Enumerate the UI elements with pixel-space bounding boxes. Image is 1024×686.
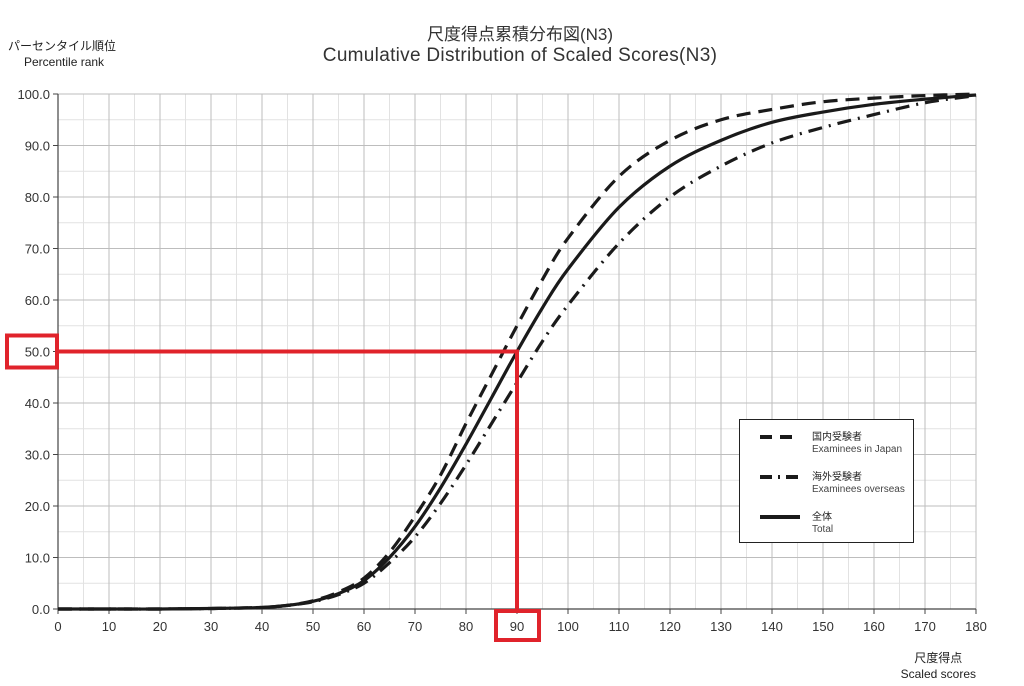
legend-label-ja: 海外受験者 (812, 472, 862, 483)
y-tick-label: 90.0 (25, 139, 50, 154)
legend-item-total: 全体 Total (740, 508, 913, 544)
y-tick-highlight-box (5, 333, 59, 370)
series-line-dash-dot (57, 93, 977, 611)
legend-item-japan: 国内受験者 Examinees in Japan (740, 428, 913, 464)
y-tick-label: 40.0 (25, 396, 50, 411)
legend-label-ja: 全体 (812, 512, 832, 523)
tick-labels: 0 10 20 30 40 50 60 70 80 90 100 110 120 130 140 150 160… (17, 87, 986, 634)
solid-line-icon (760, 515, 800, 519)
y-axis-label: パーセンタイル順位 Percentile rank (8, 38, 116, 70)
x-tick-label: 0 (54, 619, 61, 634)
reference-line-50 (58, 349, 519, 609)
legend: 国内受験者 Examinees in Japan 海外受験者 Examinees… (739, 419, 914, 543)
x-tick-label: 30 (204, 619, 218, 634)
y-tick-label: 80.0 (25, 190, 50, 205)
x-tick-highlight-box (494, 609, 541, 642)
x-tick-label: 180 (965, 619, 987, 634)
x-tick-label: 160 (863, 619, 885, 634)
x-axis-label-en: Scaled scores (900, 667, 976, 681)
y-tick-label: 70.0 (25, 242, 50, 257)
x-tick-label: 60 (357, 619, 371, 634)
series-line-solid (57, 93, 977, 611)
legend-label-en: Examinees in Japan (812, 444, 903, 455)
legend-label-ja: 国内受験者 (812, 432, 862, 443)
dash-dot-line-icon (760, 475, 800, 479)
chart-title-ja: 尺度得点累積分布図(N3) (426, 25, 614, 44)
x-axis-label: 尺度得点 Scaled scores (901, 650, 976, 682)
y-axis-label-en: Percentile rank (24, 55, 105, 69)
x-tick-label: 50 (306, 619, 320, 634)
x-tick-label: 170 (914, 619, 936, 634)
y-axis-label-ja: パーセンタイル順位 (8, 39, 117, 53)
y-tick-label: 100.0 (17, 87, 50, 102)
x-tick-label: 140 (761, 619, 783, 634)
x-tick-label: 110 (609, 619, 630, 634)
x-tick-label: 20 (153, 619, 167, 634)
highlight-annotation (5, 333, 541, 642)
y-tick-label: 10.0 (25, 551, 50, 566)
y-tick-label: 50.0 (25, 345, 50, 360)
series-lines (57, 92, 977, 611)
y-tick-label: 60.0 (25, 293, 50, 308)
y-tick-label: 30.0 (25, 448, 50, 463)
x-tick-label: 80 (459, 619, 473, 634)
legend-label-en: Examinees overseas (812, 484, 905, 495)
x-tick-label: 130 (710, 619, 732, 634)
chart-title-en: Cumulative Distribution of Scaled Scores… (322, 45, 718, 66)
y-tick-label: 20.0 (25, 499, 50, 514)
x-tick-label: 40 (255, 619, 269, 634)
x-tick-label: 10 (102, 619, 116, 634)
y-tick-label: 0.0 (32, 602, 50, 617)
x-axis-label-ja: 尺度得点 (914, 651, 963, 665)
dashed-line-icon (760, 435, 800, 439)
x-tick-label: 150 (812, 619, 834, 634)
x-tick-label: 70 (408, 619, 422, 634)
x-tick-label: 120 (659, 619, 681, 634)
legend-item-overseas: 海外受験者 Examinees overseas (740, 468, 913, 504)
x-tick-label: 90 (510, 619, 524, 634)
legend-label-en: Total (812, 524, 834, 535)
x-tick-label: 100 (557, 619, 579, 634)
